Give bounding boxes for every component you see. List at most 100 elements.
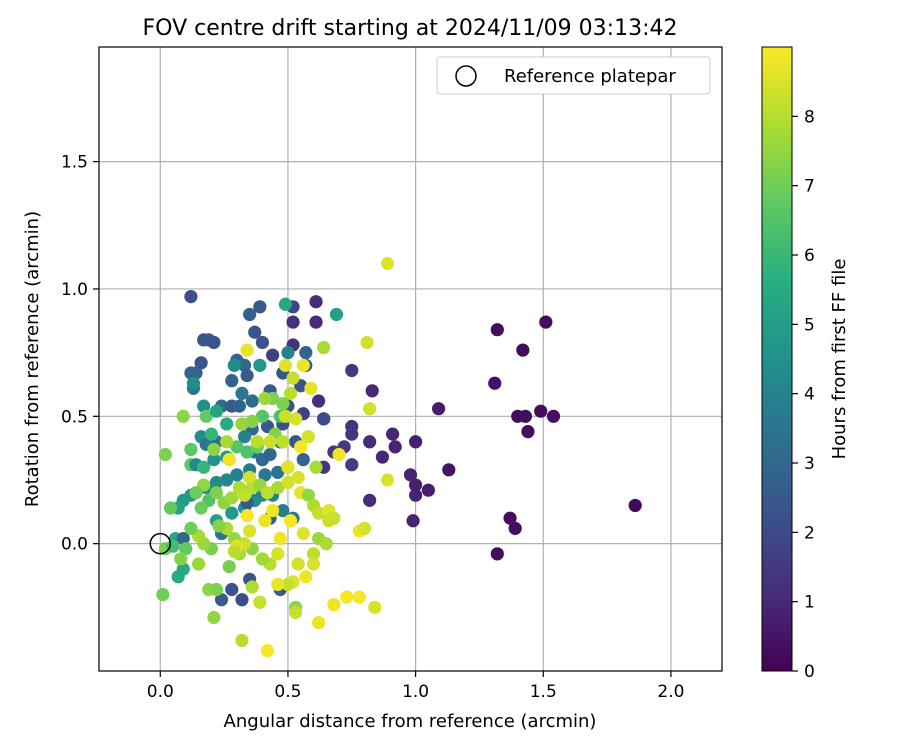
y-tick-label: 1.0 bbox=[61, 280, 88, 300]
data-point bbox=[225, 506, 239, 520]
data-point bbox=[260, 486, 275, 500]
data-point bbox=[191, 557, 206, 571]
data-point bbox=[301, 430, 315, 444]
data-point bbox=[184, 442, 198, 457]
chart-title: FOV centre drift starting at 2024/11/09 … bbox=[143, 16, 678, 41]
data-point bbox=[207, 453, 221, 467]
data-point bbox=[521, 424, 535, 439]
data-point bbox=[174, 552, 188, 566]
data-point bbox=[409, 478, 423, 492]
data-point bbox=[220, 435, 234, 449]
data-point bbox=[240, 368, 254, 383]
colorbar-label: Hours from first FF file bbox=[829, 259, 850, 460]
data-point bbox=[248, 325, 262, 339]
data-point bbox=[258, 514, 272, 528]
colorbar-tick-label: 0 bbox=[804, 662, 815, 682]
data-point bbox=[628, 498, 642, 513]
data-point bbox=[220, 473, 234, 487]
data-point bbox=[176, 409, 190, 423]
data-point bbox=[260, 644, 275, 658]
x-tick-label: 0.5 bbox=[274, 682, 301, 702]
data-point bbox=[266, 503, 280, 518]
data-point bbox=[243, 524, 257, 538]
data-point bbox=[212, 519, 226, 533]
data-point bbox=[421, 483, 435, 497]
data-point bbox=[291, 470, 305, 485]
data-point bbox=[276, 503, 290, 518]
data-point bbox=[266, 348, 280, 362]
data-point bbox=[245, 580, 259, 594]
legend-box bbox=[436, 56, 711, 95]
data-point bbox=[207, 442, 221, 457]
data-point bbox=[235, 593, 249, 607]
data-point bbox=[317, 412, 331, 426]
data-point bbox=[209, 475, 224, 490]
data-point bbox=[225, 491, 239, 505]
colorbar-tick-label: 4 bbox=[804, 385, 815, 405]
data-point bbox=[166, 539, 180, 553]
colorbar-gradient bbox=[761, 46, 793, 672]
x-tick-label: 0.0 bbox=[147, 682, 174, 702]
data-point bbox=[186, 376, 201, 390]
data-point bbox=[194, 356, 208, 370]
data-point bbox=[255, 552, 270, 566]
data-point bbox=[184, 521, 198, 535]
data-point bbox=[278, 358, 292, 372]
colorbar-tick-label: 5 bbox=[804, 315, 815, 335]
data-point bbox=[253, 300, 267, 314]
data-point bbox=[176, 531, 190, 546]
data-point bbox=[245, 414, 259, 428]
data-point bbox=[442, 463, 456, 477]
y-tick-label: 0.0 bbox=[61, 535, 88, 555]
data-point bbox=[227, 358, 241, 372]
data-point bbox=[294, 440, 308, 454]
data-point bbox=[276, 435, 290, 449]
data-point bbox=[225, 582, 239, 597]
data-point bbox=[357, 521, 372, 535]
data-point bbox=[250, 435, 264, 449]
data-point bbox=[340, 590, 354, 604]
colorbar-tick-label: 8 bbox=[804, 107, 815, 127]
data-point bbox=[258, 468, 272, 482]
data-points bbox=[156, 256, 642, 658]
data-point bbox=[345, 427, 359, 441]
data-point bbox=[304, 381, 318, 395]
data-point bbox=[309, 460, 323, 474]
data-point bbox=[508, 521, 522, 535]
data-point bbox=[431, 402, 446, 416]
data-point bbox=[163, 501, 178, 515]
data-point bbox=[306, 557, 321, 571]
data-point bbox=[311, 506, 326, 520]
x-tick-label: 1.0 bbox=[402, 682, 429, 702]
colorbar-tick-label: 2 bbox=[804, 523, 815, 543]
colorbar: 0 1 2 3 4 5 6 7 8 Hours from first FF file bbox=[761, 46, 850, 682]
data-point bbox=[240, 343, 254, 357]
data-point bbox=[380, 256, 395, 271]
data-point bbox=[403, 468, 418, 482]
data-point bbox=[253, 358, 267, 372]
data-point bbox=[283, 514, 298, 528]
data-point bbox=[278, 297, 292, 311]
data-point bbox=[197, 460, 211, 474]
data-point bbox=[271, 481, 285, 495]
data-point bbox=[207, 335, 221, 350]
data-point bbox=[286, 371, 300, 385]
data-point bbox=[214, 593, 229, 607]
data-point bbox=[409, 435, 423, 449]
data-point bbox=[406, 514, 420, 528]
data-point bbox=[306, 547, 321, 561]
data-point bbox=[311, 394, 326, 408]
colorbar-tick-label: 6 bbox=[804, 246, 815, 266]
x-tick-label: 1.5 bbox=[530, 682, 557, 702]
colorbar-tick-label: 1 bbox=[804, 593, 815, 613]
data-point bbox=[281, 475, 295, 490]
data-point bbox=[243, 470, 257, 485]
data-point bbox=[230, 468, 244, 482]
data-point bbox=[263, 435, 277, 449]
data-point bbox=[363, 402, 377, 416]
plot-background bbox=[99, 47, 722, 671]
data-point bbox=[255, 409, 270, 423]
data-point bbox=[232, 399, 247, 413]
data-point bbox=[352, 590, 367, 604]
